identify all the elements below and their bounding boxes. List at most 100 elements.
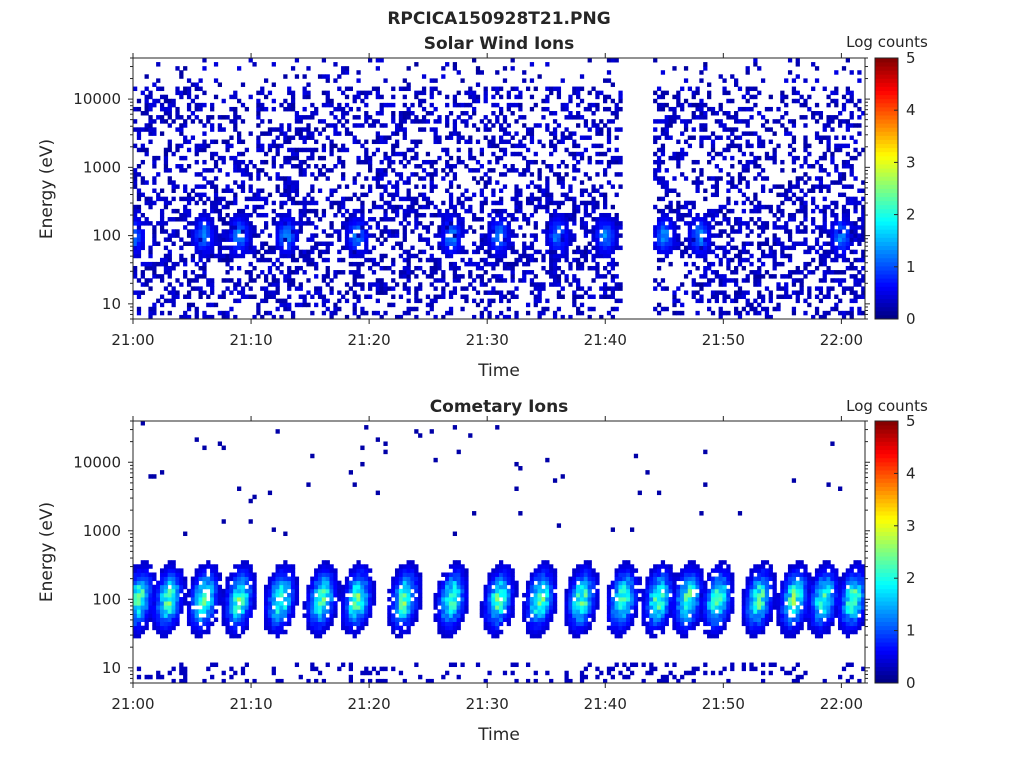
- spectrogram-cell: [190, 613, 196, 618]
- spectrogram-cell: [256, 102, 261, 108]
- spectrogram-cell: [437, 294, 442, 300]
- spectrogram-cell: [595, 102, 600, 108]
- spectrogram-cell: [136, 572, 142, 577]
- spectrogram-cell: [287, 229, 292, 234]
- spectrogram-cell: [329, 225, 334, 230]
- spectrogram-cell: [556, 221, 562, 226]
- spectrogram-cell: [660, 106, 666, 112]
- spectrogram-cell: [144, 200, 149, 206]
- spectrogram-cell: [375, 184, 380, 189]
- spectrogram-cell: [290, 106, 296, 112]
- spectrogram-cell: [506, 298, 511, 304]
- spectrogram-cell: [240, 212, 246, 218]
- spectrogram-cell: [279, 217, 284, 222]
- spectrogram-cell: [514, 286, 519, 291]
- spectrogram-cell: [244, 617, 249, 622]
- spectrogram-cell: [452, 241, 458, 246]
- spectrogram-cell: [772, 249, 777, 255]
- spectrogram-cell: [703, 257, 708, 263]
- spectrogram-cell: [537, 298, 542, 304]
- spectrogram-cell: [429, 257, 434, 263]
- spectrogram-cell: [610, 241, 615, 246]
- spectrogram-cell: [676, 94, 681, 100]
- spectrogram-cell: [263, 106, 269, 112]
- spectrogram-cell: [814, 66, 820, 71]
- spectrogram-cell: [822, 270, 827, 275]
- spectrogram-cell: [133, 629, 138, 635]
- spectrogram-cell: [152, 233, 157, 238]
- spectrogram-cell: [448, 217, 454, 222]
- spectrogram-cell: [171, 151, 176, 157]
- spectrogram-cell: [418, 221, 423, 226]
- spectrogram-cell: [610, 237, 615, 242]
- spectrogram-cell: [483, 184, 488, 189]
- spectrogram-cell: [225, 115, 230, 120]
- spectrogram-cell: [248, 58, 253, 63]
- spectrogram-cell: [298, 286, 303, 291]
- spectrogram-cell: [229, 94, 234, 100]
- spectrogram-cell: [275, 143, 280, 149]
- spectrogram-cell: [552, 86, 558, 92]
- spectrogram-cell: [341, 143, 346, 149]
- spectrogram-cell: [337, 208, 342, 214]
- spectrogram-cell: [186, 294, 192, 300]
- spectrogram-cell: [753, 62, 758, 67]
- spectrogram-cell: [464, 229, 469, 234]
- spectrogram-cell: [814, 241, 820, 246]
- spectrogram-cell: [260, 314, 265, 320]
- spectrogram-cell: [722, 111, 727, 116]
- spectrogram-cell: [472, 155, 477, 161]
- spectrogram-cell: [244, 294, 249, 300]
- spectrogram-cell: [757, 66, 762, 71]
- spectrogram-cell: [179, 70, 184, 75]
- spectrogram-cell: [799, 241, 804, 246]
- spectrogram-cell: [391, 147, 396, 153]
- spectrogram-cell: [287, 184, 292, 189]
- spectrogram-cell: [225, 184, 230, 189]
- spectrogram-cell: [244, 576, 249, 582]
- spectrogram-cell: [302, 221, 307, 226]
- spectrogram-cell: [263, 605, 269, 610]
- spectrogram-cell: [310, 257, 315, 263]
- spectrogram-cell: [364, 221, 369, 226]
- spectrogram-cell: [834, 229, 839, 234]
- spectrogram-cell: [391, 278, 396, 283]
- spectrogram-cell: [360, 98, 365, 104]
- spectrogram-cell: [229, 674, 234, 680]
- spectrogram-cell: [429, 221, 434, 226]
- spectrogram-cell: [202, 621, 207, 627]
- spectrogram-cell: [186, 282, 192, 287]
- spectrogram-cell: [556, 233, 562, 238]
- spectrogram-cell: [587, 249, 592, 255]
- spectrogram-cell: [414, 184, 419, 189]
- spectrogram-cell: [217, 237, 223, 242]
- spectrogram-cell: [552, 265, 558, 271]
- spectrogram-cell: [144, 609, 149, 614]
- spectrogram-cell: [722, 294, 727, 300]
- spectrogram-cell: [452, 176, 458, 181]
- spectrogram-cell: [240, 666, 246, 672]
- spectrogram-cell: [768, 294, 773, 300]
- spectrogram-cell: [475, 245, 481, 251]
- spectrogram-cell: [522, 143, 527, 149]
- spectrogram-cell: [140, 605, 145, 610]
- spectrogram-cell: [514, 151, 519, 157]
- spectrogram-cell: [229, 633, 234, 639]
- spectrogram-cell: [383, 184, 388, 189]
- spectrogram-cell: [248, 237, 253, 242]
- spectrogram-cell: [672, 176, 677, 181]
- spectrogram-cell: [784, 111, 789, 116]
- spectrogram-cell: [306, 90, 311, 96]
- spectrogram-cell: [499, 249, 504, 255]
- spectrogram-cell: [148, 605, 153, 610]
- spectrogram-cell: [213, 78, 219, 83]
- spectrogram-cell: [464, 249, 469, 255]
- spectrogram-cell: [410, 270, 415, 275]
- spectrogram-cell: [206, 629, 211, 635]
- spectrogram-cell: [179, 127, 184, 132]
- spectrogram-cell: [364, 245, 369, 251]
- spectrogram-cell: [144, 572, 149, 577]
- spectrogram-cell: [745, 143, 750, 149]
- spectrogram-cell: [475, 82, 481, 87]
- colorbar-segment: [875, 192, 898, 198]
